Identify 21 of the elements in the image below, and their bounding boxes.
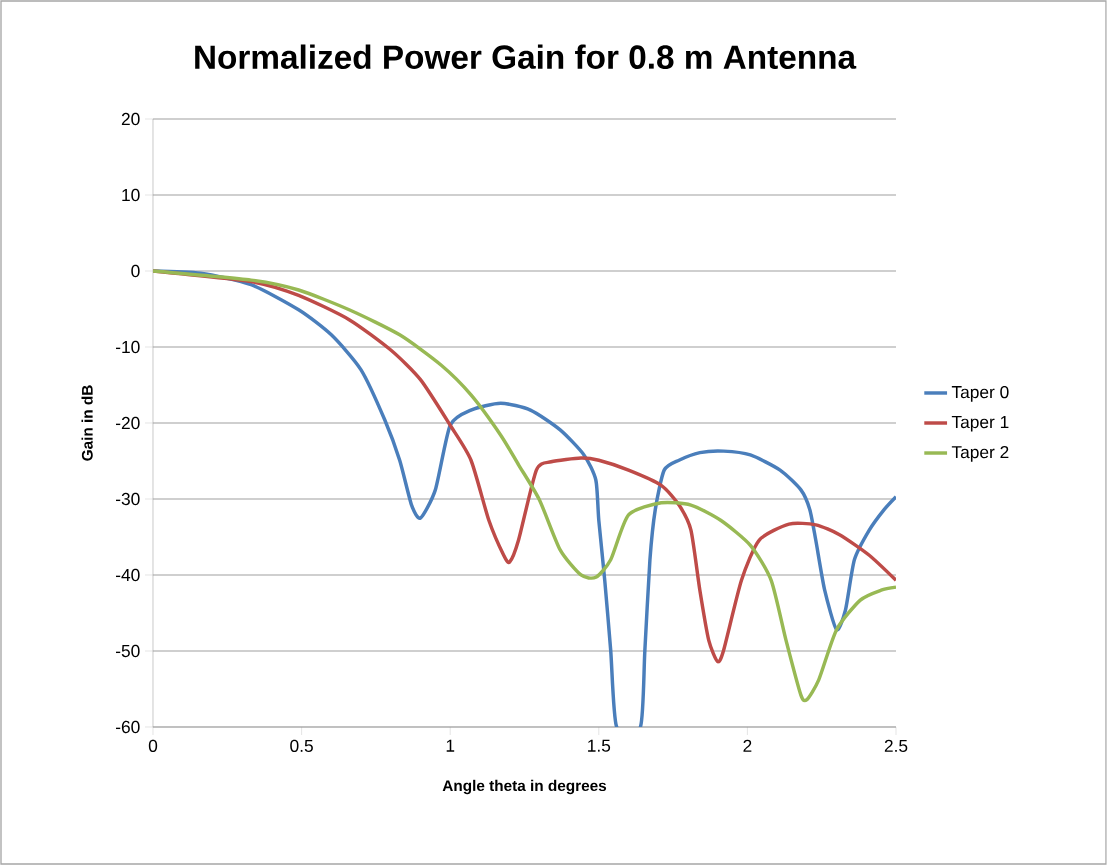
legend-label: Taper 0 xyxy=(951,385,1009,402)
legend-label: Taper 2 xyxy=(951,445,1009,462)
y-tick-label: 0 xyxy=(131,264,140,278)
x-tick-label: 1 xyxy=(446,739,455,752)
y-tick-label: -30 xyxy=(116,492,140,506)
x-tick-label: 2.5 xyxy=(884,739,908,752)
y-tick-label: -10 xyxy=(116,340,140,354)
y-tick-label: 20 xyxy=(121,112,140,126)
chart-title: Normalized Power Gain for 0.8 m Antenna xyxy=(195,44,857,69)
y-tick-label: -60 xyxy=(116,720,140,734)
x-tick-label: 0.5 xyxy=(290,739,313,752)
y-tick-label: -50 xyxy=(116,644,140,658)
x-tick-label: 2 xyxy=(743,739,752,752)
x-tick-label: 1.5 xyxy=(588,739,611,752)
y-tick-label: -40 xyxy=(116,568,140,582)
legend-label: Taper 1 xyxy=(951,416,1009,432)
y-tick-label: 10 xyxy=(122,188,140,202)
y-axis-title: Gain in dB xyxy=(81,385,93,461)
x-tick-label: 0 xyxy=(148,739,158,752)
x-axis-title: Angle theta in degrees xyxy=(442,779,607,795)
y-tick-label: -20 xyxy=(116,416,140,430)
